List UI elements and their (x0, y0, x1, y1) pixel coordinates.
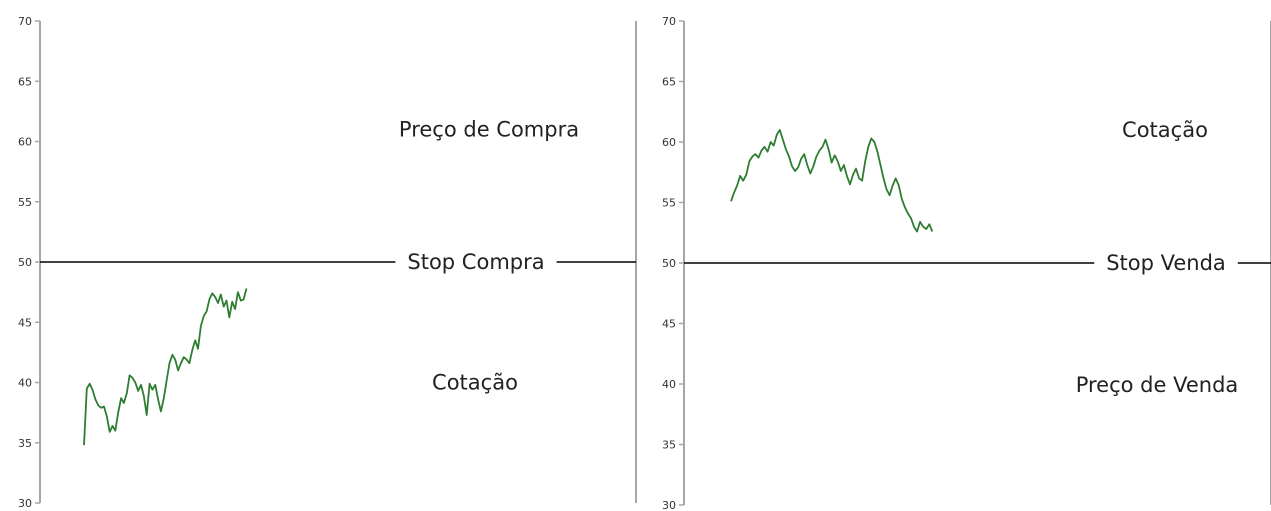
chart-annotation: Cotação (1122, 118, 1208, 142)
y-tick-label: 45 (662, 318, 676, 331)
y-tick-label: 45 (18, 316, 32, 329)
y-tick-label: 40 (662, 378, 676, 391)
price-series-line (83, 288, 248, 446)
y-tick-label: 30 (18, 497, 32, 510)
y-tick-label: 30 (662, 499, 676, 511)
y-tick-label: 50 (18, 256, 32, 269)
chart-1: 30 35 40 45 50 55 60 65 70 Stop Compra Preço de Co… (18, 15, 637, 510)
chart-annotation: Preço de Venda (1076, 373, 1239, 397)
chart-annotation: Cotação (432, 371, 518, 395)
y-tick-label: 65 (18, 75, 32, 88)
y-tick-label: 35 (662, 439, 676, 452)
stop-label-background (1094, 249, 1238, 277)
y-tick-label: 55 (662, 197, 676, 210)
price-series-line (730, 128, 934, 233)
stop-line-label: Stop Venda (1106, 251, 1226, 275)
stop-label-background (395, 248, 557, 276)
y-tick-label: 70 (18, 15, 32, 28)
y-tick-label: 65 (662, 76, 676, 89)
stop-line-label: Stop Compra (407, 250, 544, 274)
y-tick-label: 60 (18, 136, 32, 149)
y-tick-label: 60 (662, 136, 676, 149)
y-tick-label: 40 (18, 377, 32, 390)
y-tick-label: 35 (18, 437, 32, 450)
y-tick-label: 50 (662, 257, 676, 270)
chart-annotation: Preço de Compra (399, 117, 579, 141)
y-tick-label: 70 (662, 15, 676, 28)
y-tick-label: 55 (18, 196, 32, 209)
chart-2: 30 35 40 45 50 55 60 65 70 Stop Venda Cotação Preço… (662, 15, 1271, 511)
